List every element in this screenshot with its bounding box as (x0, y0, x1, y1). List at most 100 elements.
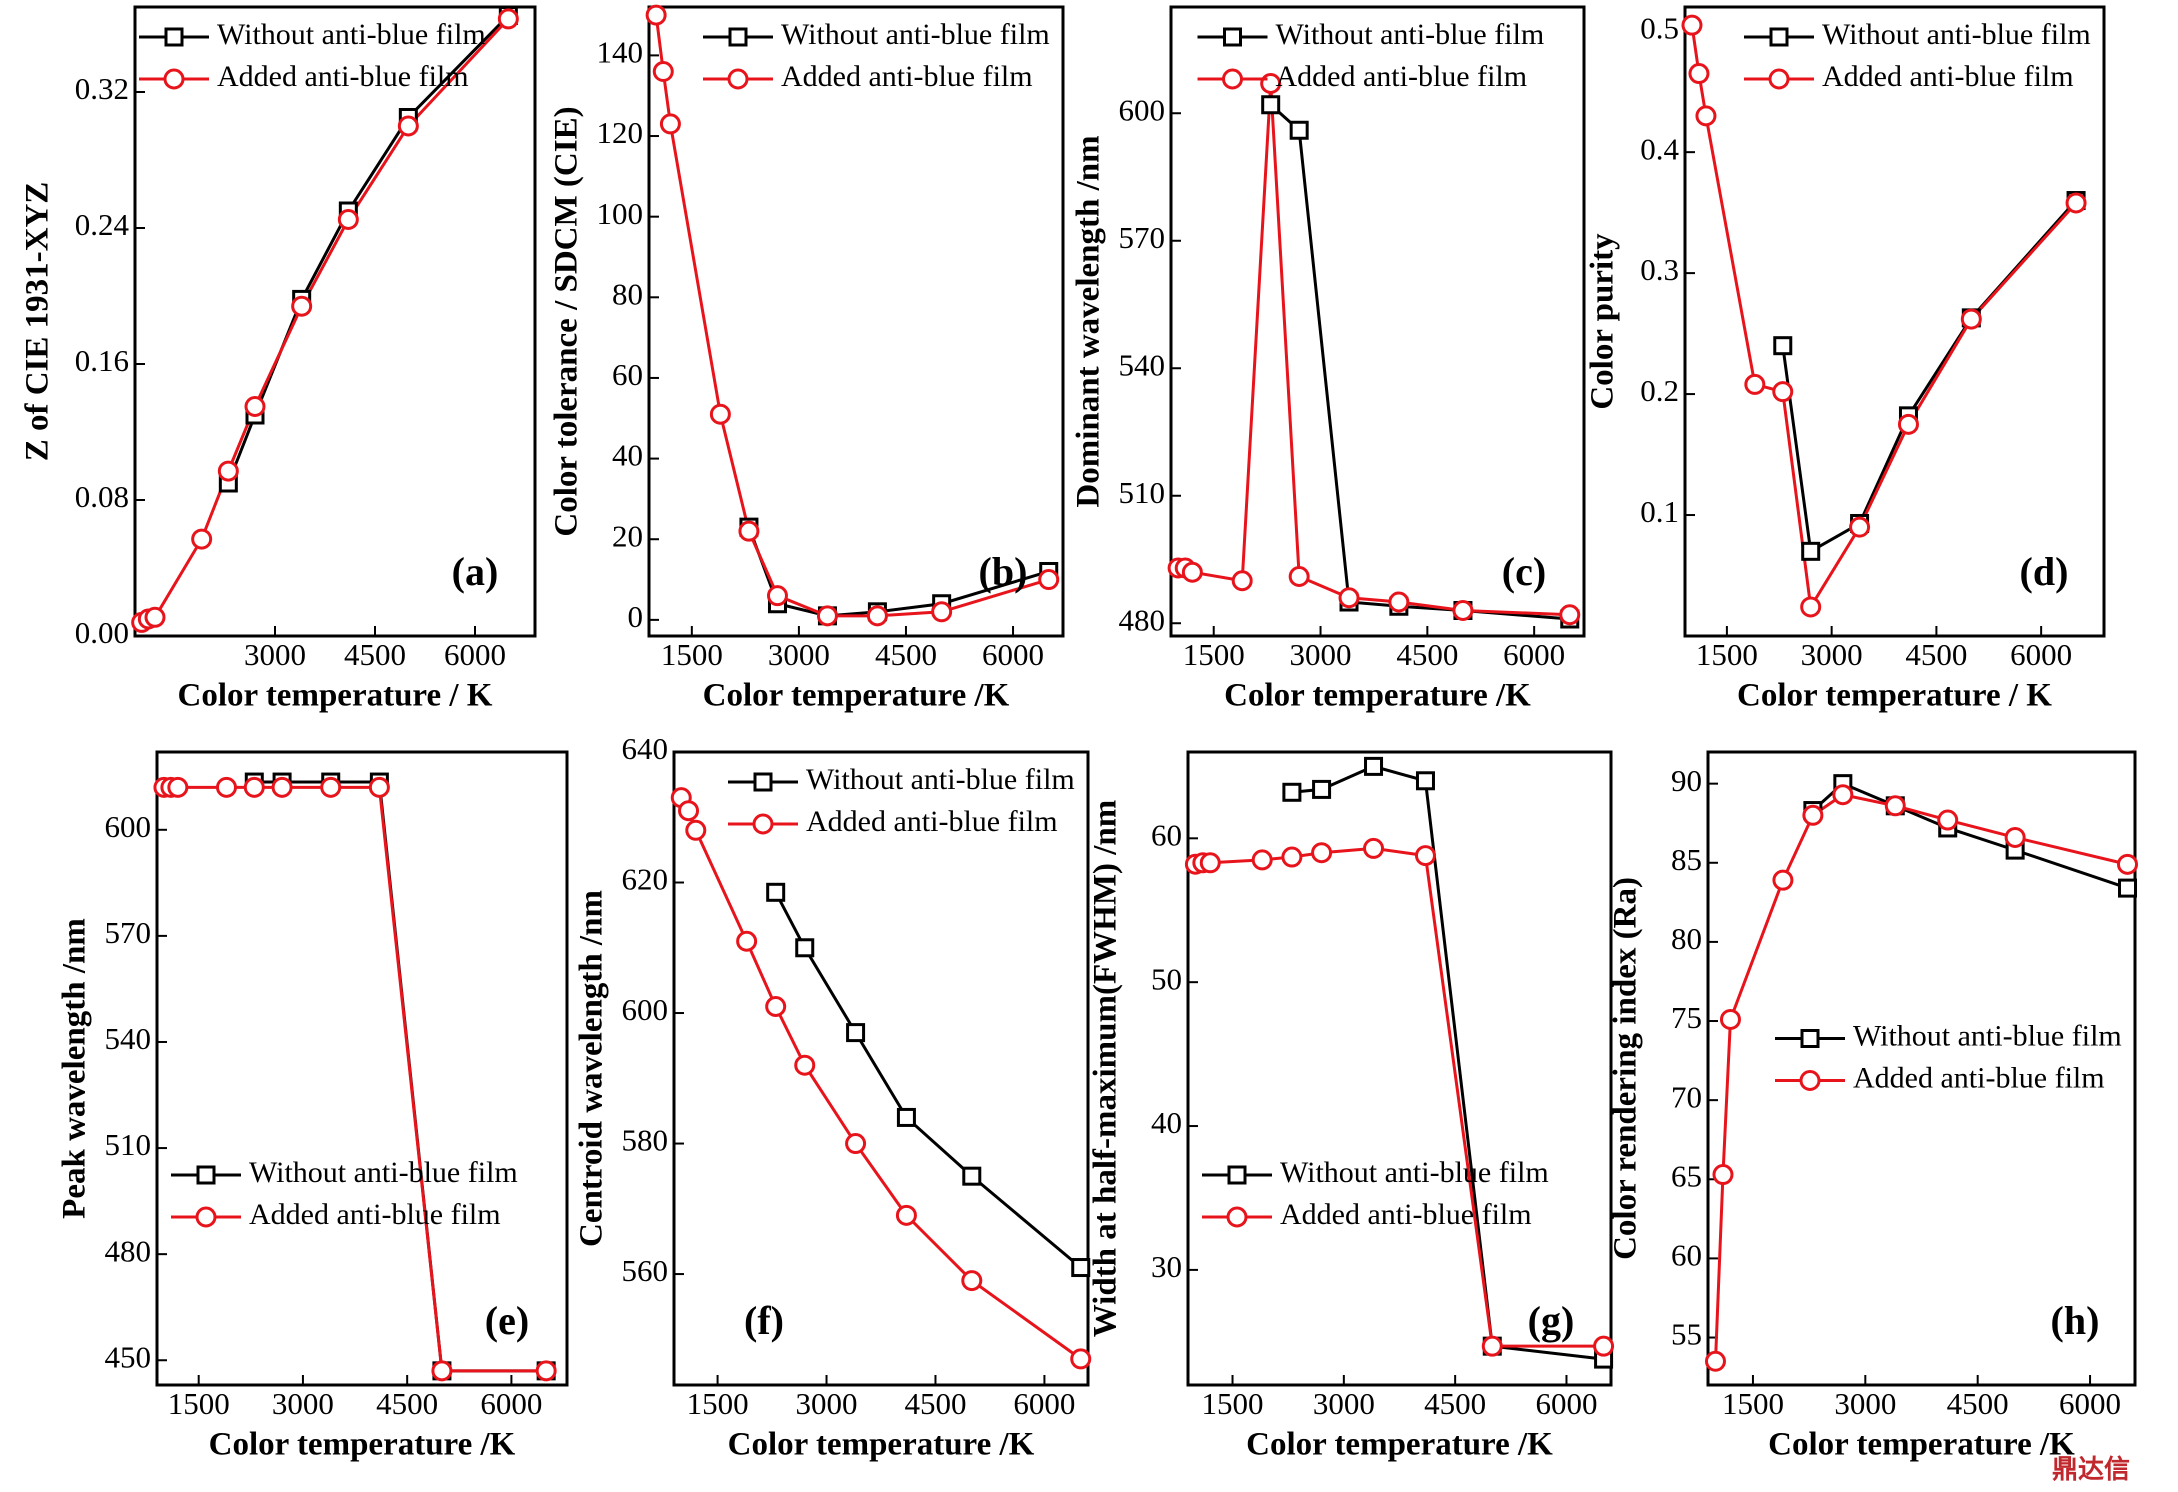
legend-marker (753, 772, 773, 792)
marker-circle (1363, 837, 1385, 859)
y-tick-label: 50 (1151, 961, 1182, 996)
series-line (679, 796, 1082, 1361)
x-tick-label: 4500 (1947, 1386, 2009, 1421)
y-tick-label: 600 (1119, 92, 1166, 127)
marker-circle (1704, 1350, 1726, 1372)
marker-circle (215, 776, 237, 798)
y-tick-label: 0.4 (1640, 131, 1679, 166)
marker-square (1289, 120, 1309, 140)
marker-circle (320, 776, 342, 798)
marker-circle (1695, 105, 1717, 127)
marker-circle (1802, 804, 1824, 826)
y-tick-label: 20 (612, 518, 643, 553)
marker-circle (1744, 373, 1766, 395)
y-tick-label: 140 (597, 34, 644, 69)
x-tick-label: 4500 (1905, 637, 1967, 672)
y-tick-label: 480 (105, 1233, 152, 1268)
legend-marker (1227, 1165, 1247, 1185)
legend-label: Added anti-blue film (1822, 60, 2074, 93)
legend-label: Without anti-blue film (781, 18, 1050, 51)
x-axis-label: Color temperature /K (703, 678, 1010, 714)
marker-circle (337, 209, 359, 230)
y-tick-label: 55 (1671, 1317, 1702, 1352)
y-tick-label: 90 (1671, 763, 1702, 798)
panel-label: (b) (979, 549, 1028, 594)
legend-marker (1800, 1029, 1820, 1048)
marker-circle (1681, 14, 1703, 36)
y-tick-label: 30 (1151, 1249, 1182, 1284)
y-axis-label: Color rendering index (Ra) (1608, 877, 1644, 1260)
y-tick-label: 580 (622, 1123, 669, 1158)
x-tick-label: 3000 (1313, 1386, 1375, 1421)
marker-circle (766, 585, 788, 607)
legend-label: Without anti-blue film (1280, 1156, 1549, 1189)
series-line (1291, 764, 1604, 1361)
series-line (774, 891, 1082, 1269)
x-tick-label: 4500 (875, 637, 937, 672)
marker-square (766, 882, 786, 902)
panel-label: (e) (485, 1298, 529, 1343)
marker-circle (645, 4, 667, 26)
marker-circle (845, 1133, 867, 1155)
marker-circle (685, 819, 707, 841)
plot-frame (1706, 750, 2137, 1387)
marker-circle (1311, 842, 1333, 864)
marker-square (2118, 878, 2138, 898)
marker-circle (659, 113, 681, 135)
x-tick-label: 1500 (168, 1386, 230, 1421)
watermark: 鼎达信 (2052, 1455, 2130, 1484)
y-tick-label: 70 (1671, 1079, 1702, 1114)
y-tick-label: 0.16 (75, 343, 129, 378)
marker-circle (2117, 853, 2139, 875)
x-axis-label: Color temperature /K (1224, 678, 1531, 714)
panel-label: (h) (2051, 1298, 2100, 1343)
panel: 560 580 600 620 640 1500 3000 4500 6000 Color tem… (574, 731, 1092, 1463)
x-tick-label: 3000 (1834, 1386, 1896, 1421)
legend-marker (163, 68, 185, 90)
legend-label: Without anti-blue film (217, 18, 486, 51)
y-tick-label: 0.3 (1640, 252, 1679, 287)
plot-frame (1186, 750, 1613, 1387)
y-axis-label: Centroid wavelength /nm (574, 890, 610, 1247)
legend-label: Added anti-blue film (806, 805, 1058, 838)
x-tick-label: 6000 (2010, 637, 2072, 672)
y-tick-label: 75 (1671, 1000, 1702, 1035)
x-tick-label: 6000 (480, 1386, 542, 1421)
legend-label: Added anti-blue film (1853, 1061, 2105, 1094)
marker-circle (291, 295, 313, 317)
marker-circle (1849, 516, 1871, 538)
y-tick-label: 40 (1151, 1105, 1182, 1140)
y-tick-label: 0.00 (75, 615, 129, 650)
series-line (226, 14, 510, 484)
x-tick-label: 3000 (244, 637, 306, 672)
x-tick-label: 4500 (344, 637, 406, 672)
marker-circle (1800, 596, 1822, 618)
x-axis-label: Color temperature /K (209, 1427, 516, 1463)
panel: 0.1 0.2 0.3 0.4 0.5 1500 3000 4500 6000 Color tem… (1585, 5, 2106, 714)
marker-circle (1772, 381, 1794, 403)
legend-label: Without anti-blue film (1853, 1019, 2122, 1052)
y-tick-label: 80 (1671, 921, 1702, 956)
x-tick-label: 6000 (444, 637, 506, 672)
y-tick-label: 600 (622, 992, 669, 1027)
marker-circle (397, 115, 419, 137)
y-axis-label: Dominant wavelength /nm (1071, 135, 1107, 507)
y-axis-label: Peak wavelength /nm (57, 918, 93, 1219)
x-tick-label: 4500 (904, 1386, 966, 1421)
marker-circle (678, 800, 700, 822)
marker-square (1364, 756, 1384, 776)
x-tick-label: 4500 (376, 1386, 438, 1421)
y-tick-label: 40 (612, 438, 643, 473)
marker-circle (217, 460, 239, 482)
legend-label: Added anti-blue film (217, 60, 469, 93)
x-tick-label: 6000 (1013, 1386, 1075, 1421)
series-line (1195, 846, 1604, 1348)
marker-circle (431, 1360, 453, 1382)
y-tick-label: 640 (622, 731, 669, 766)
y-tick-label: 0.1 (1640, 494, 1679, 529)
y-tick-label: 80 (612, 276, 643, 311)
y-tick-label: 540 (1119, 347, 1166, 382)
marker-circle (866, 605, 888, 627)
marker-circle (652, 61, 674, 83)
marker-circle (1288, 566, 1310, 587)
